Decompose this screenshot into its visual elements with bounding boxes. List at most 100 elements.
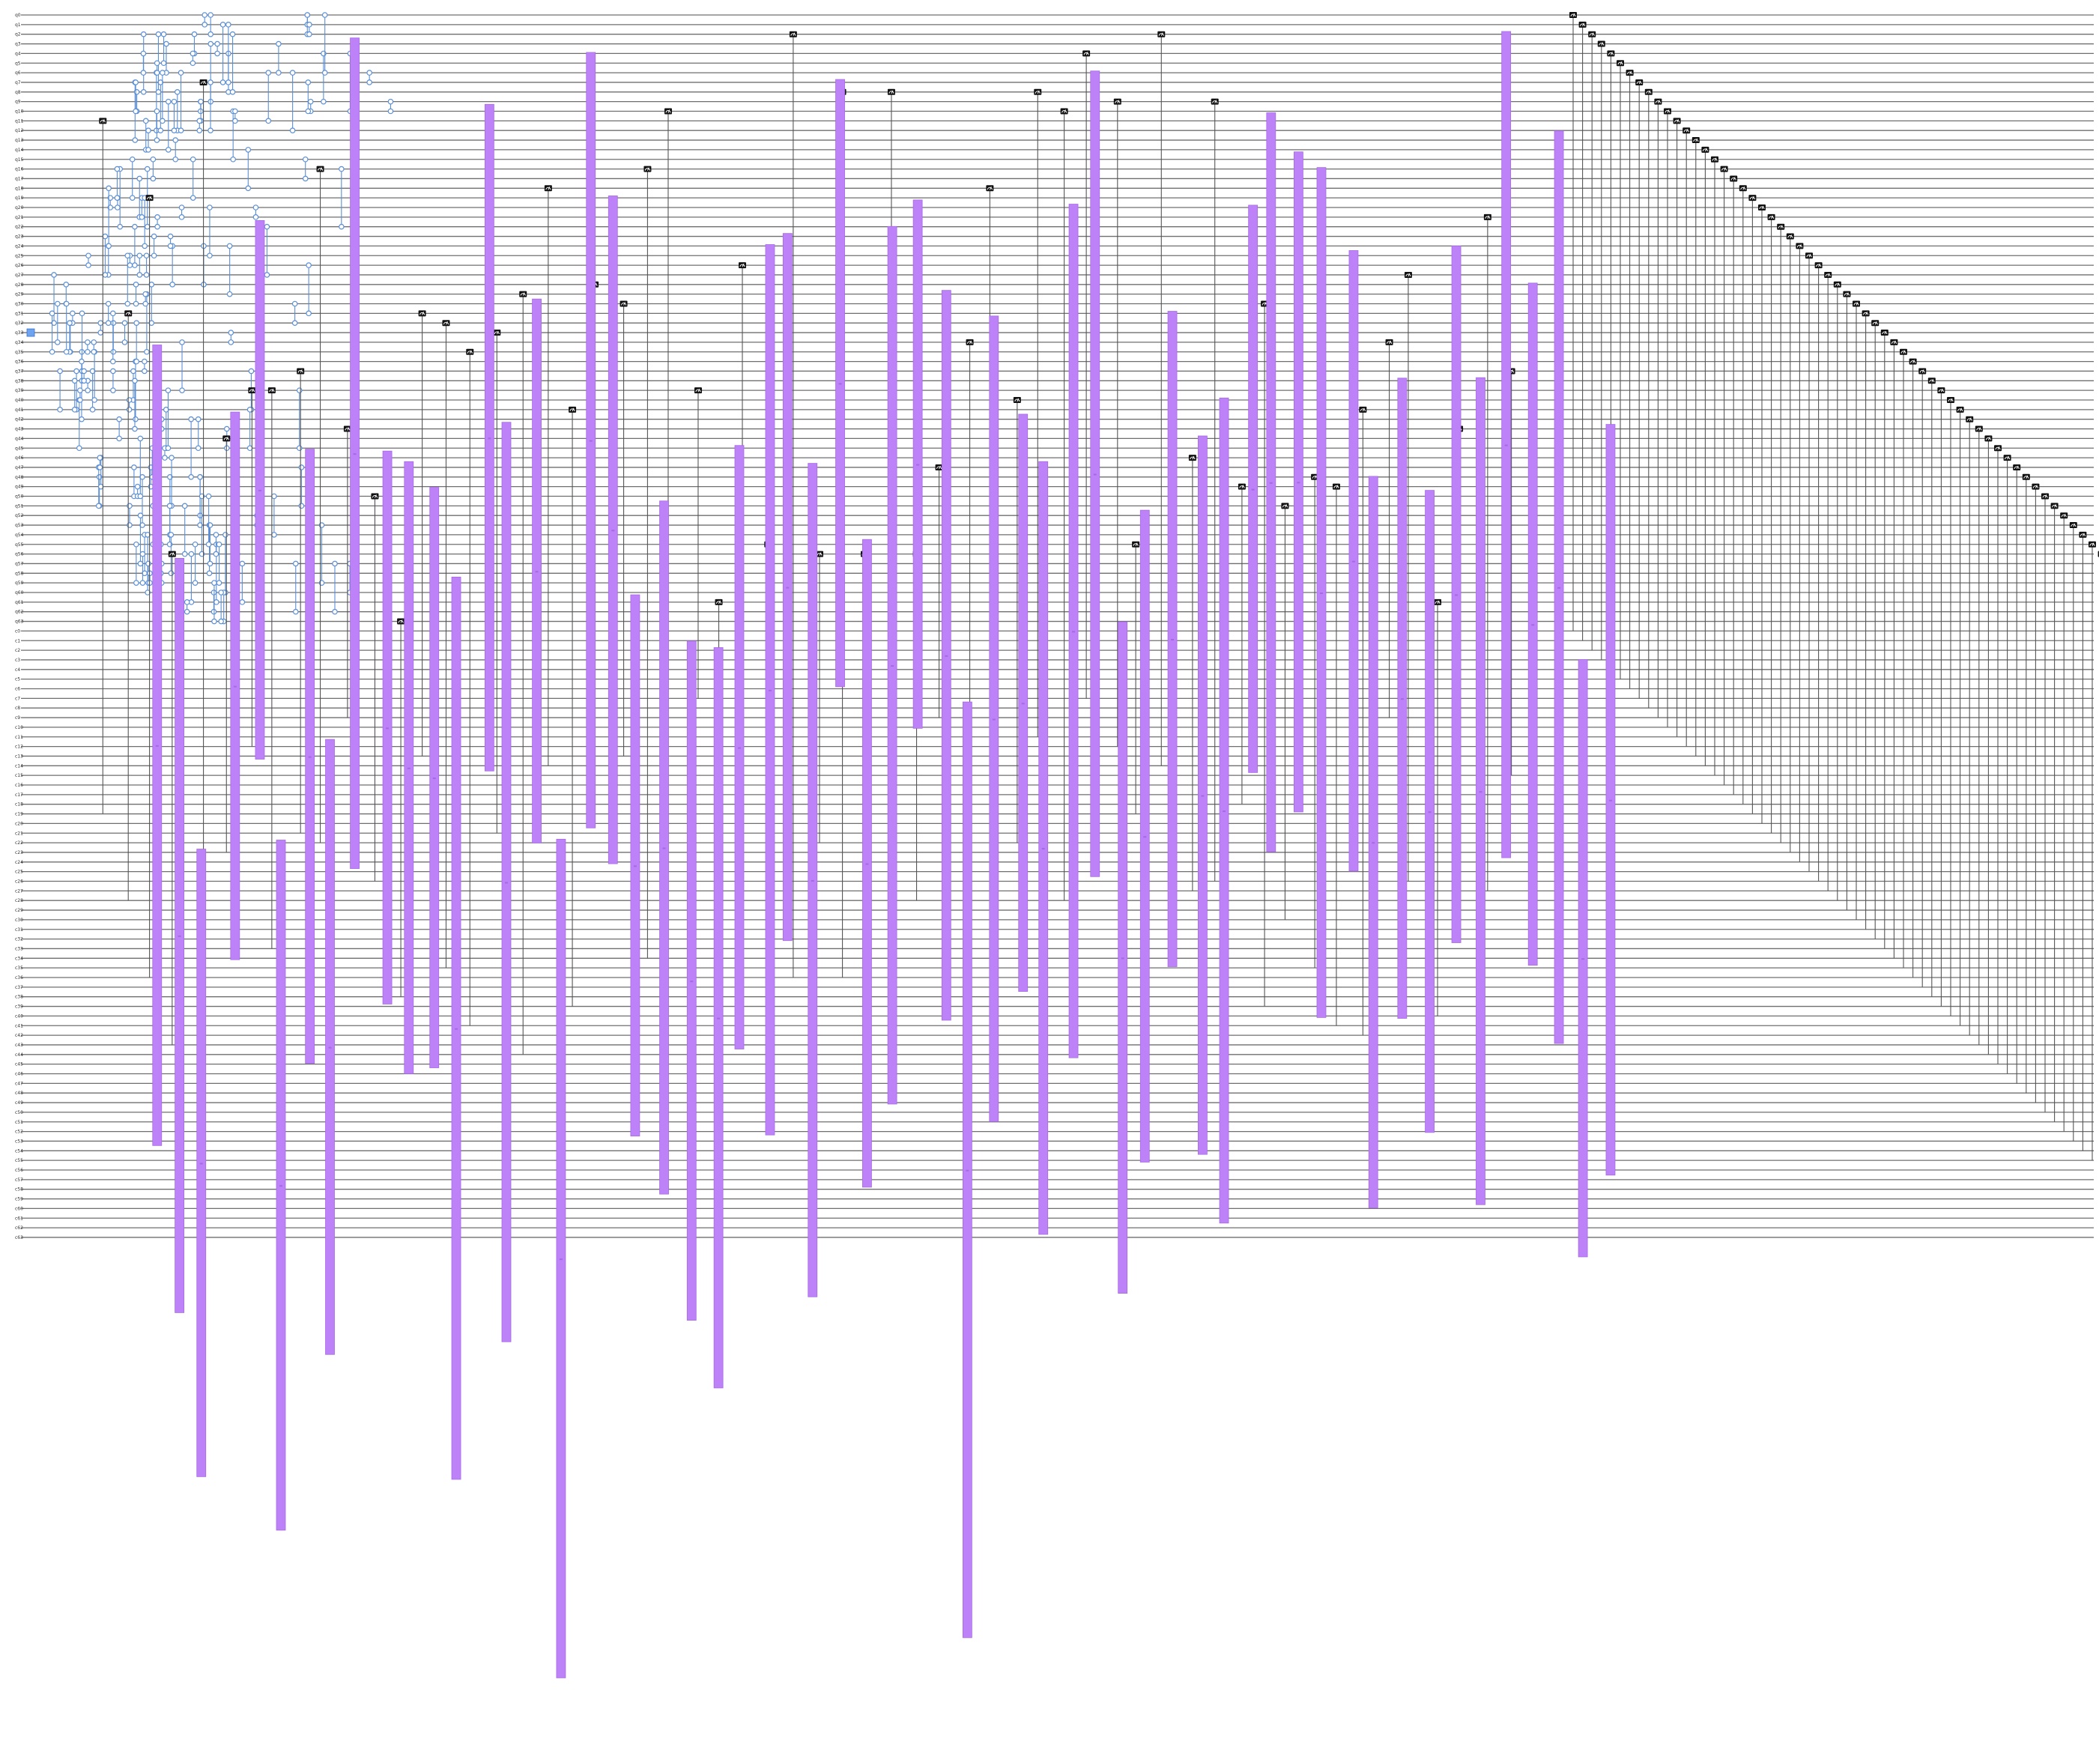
cp-gate[interactable] bbox=[190, 156, 196, 201]
cp-gate[interactable] bbox=[163, 40, 169, 76]
cp-gate[interactable] bbox=[154, 214, 160, 230]
measure-gate[interactable] bbox=[544, 185, 552, 766]
cp-gate[interactable] bbox=[132, 223, 138, 268]
measure-gate[interactable] bbox=[1132, 541, 1140, 814]
measure-gate[interactable] bbox=[2032, 483, 2040, 1103]
measure-gate[interactable] bbox=[1034, 88, 1042, 737]
cp-gate[interactable] bbox=[81, 368, 87, 384]
cp-gate[interactable] bbox=[188, 551, 195, 605]
measure-gate[interactable] bbox=[1483, 213, 1491, 891]
cp-gate[interactable] bbox=[79, 358, 85, 422]
cp-gate[interactable] bbox=[232, 108, 238, 124]
cp-gate[interactable] bbox=[291, 300, 298, 327]
measure-gate[interactable] bbox=[1720, 166, 1728, 785]
measure-gate[interactable] bbox=[1833, 281, 1841, 901]
measure-gate[interactable] bbox=[1937, 387, 1945, 1007]
measure-gate[interactable] bbox=[569, 406, 577, 1007]
cp-gate[interactable] bbox=[105, 300, 112, 327]
cp-gate[interactable] bbox=[133, 79, 139, 115]
cp-gate[interactable] bbox=[216, 541, 222, 586]
cp-gate[interactable] bbox=[302, 156, 309, 182]
measure-gate[interactable] bbox=[2041, 493, 2049, 1112]
cp-gate[interactable] bbox=[172, 137, 179, 163]
cp-gate[interactable] bbox=[225, 22, 231, 85]
cp-gate[interactable] bbox=[264, 223, 270, 278]
cp-gate[interactable] bbox=[167, 233, 174, 249]
cp-gate[interactable] bbox=[133, 541, 139, 586]
measure-gate[interactable] bbox=[1578, 21, 1587, 641]
cp-gate[interactable] bbox=[97, 320, 104, 336]
cp-gate[interactable] bbox=[306, 22, 312, 37]
cp-gate[interactable] bbox=[206, 522, 213, 577]
measure-gate[interactable] bbox=[1654, 98, 1662, 718]
measure-gate[interactable] bbox=[1909, 358, 1917, 978]
cp-gate[interactable] bbox=[332, 560, 338, 615]
cp-gate[interactable] bbox=[154, 108, 160, 143]
measure-gate[interactable] bbox=[1385, 339, 1393, 718]
measure-gate[interactable] bbox=[343, 425, 351, 718]
cp-gate[interactable] bbox=[110, 310, 116, 365]
measure-gate[interactable] bbox=[1994, 445, 2002, 1064]
measure-gate[interactable] bbox=[199, 79, 208, 901]
cp-gate[interactable] bbox=[318, 522, 325, 586]
measure-gate[interactable] bbox=[1434, 598, 1442, 1016]
measure-gate[interactable] bbox=[1975, 425, 1983, 1045]
measure-gate[interactable] bbox=[1626, 70, 1634, 689]
cp-gate[interactable] bbox=[97, 455, 103, 470]
cp-gate[interactable] bbox=[245, 147, 252, 192]
cp-gate[interactable] bbox=[213, 532, 219, 557]
measure-gate[interactable] bbox=[2003, 455, 2011, 1074]
cp-gate[interactable] bbox=[321, 12, 328, 76]
cp-gate[interactable] bbox=[63, 300, 70, 355]
cp-gate[interactable] bbox=[85, 339, 91, 355]
cp-gate[interactable] bbox=[165, 387, 172, 452]
measure-gate[interactable] bbox=[519, 291, 527, 1055]
cp-gate[interactable] bbox=[178, 204, 185, 220]
measure-gate[interactable] bbox=[1739, 185, 1747, 804]
cp-gate[interactable] bbox=[205, 493, 212, 548]
measure-gate[interactable] bbox=[168, 551, 176, 1045]
cp-gate[interactable] bbox=[339, 166, 345, 230]
measure-gate[interactable] bbox=[2013, 464, 2021, 1084]
measure-gate[interactable] bbox=[1730, 175, 1738, 795]
measure-gate[interactable] bbox=[371, 493, 379, 882]
measure-gate[interactable] bbox=[99, 118, 107, 814]
measure-gate[interactable] bbox=[1984, 435, 1993, 1055]
cp-gate[interactable] bbox=[265, 70, 272, 124]
cp-gate[interactable] bbox=[160, 31, 167, 67]
measure-gate[interactable] bbox=[124, 310, 133, 901]
measure-gate[interactable] bbox=[1748, 195, 1757, 814]
cp-gate[interactable] bbox=[226, 243, 233, 297]
cp-gate[interactable] bbox=[188, 416, 194, 480]
measure-gate[interactable] bbox=[1281, 503, 1289, 920]
measure-gate[interactable] bbox=[1758, 204, 1766, 824]
measure-gate[interactable] bbox=[1890, 339, 1898, 959]
measure-gate[interactable] bbox=[1644, 88, 1653, 709]
measure-gate[interactable] bbox=[2089, 541, 2096, 1161]
cp-gate[interactable] bbox=[67, 320, 73, 355]
cp-gate[interactable] bbox=[129, 156, 136, 201]
cp-gate[interactable] bbox=[142, 291, 148, 307]
cp-gate[interactable] bbox=[196, 118, 203, 134]
cp-gate[interactable] bbox=[55, 300, 61, 345]
cp-gate[interactable] bbox=[102, 233, 109, 278]
measure-gate[interactable] bbox=[1805, 252, 1813, 872]
cp-gate[interactable] bbox=[181, 503, 188, 557]
cp-gate[interactable] bbox=[91, 339, 97, 355]
cp-gate[interactable] bbox=[190, 50, 196, 67]
cp-gate[interactable] bbox=[114, 166, 121, 201]
cp-gate[interactable] bbox=[229, 31, 236, 95]
measure-gate[interactable] bbox=[2069, 522, 2077, 1142]
cp-gate[interactable] bbox=[57, 368, 63, 413]
cp-gate[interactable] bbox=[179, 339, 185, 393]
cp-gate[interactable] bbox=[110, 368, 116, 393]
measure-gate[interactable] bbox=[2050, 503, 2059, 1122]
cp-gate[interactable] bbox=[184, 599, 190, 615]
measure-gate[interactable] bbox=[1918, 368, 1927, 987]
measure-gate[interactable] bbox=[1569, 12, 1577, 631]
measure-gate[interactable] bbox=[493, 330, 501, 834]
measure-gate[interactable] bbox=[397, 618, 405, 997]
measure-gate[interactable] bbox=[1796, 243, 1804, 862]
measure-gate[interactable] bbox=[2022, 473, 2030, 1094]
cp-gate[interactable] bbox=[207, 522, 213, 567]
